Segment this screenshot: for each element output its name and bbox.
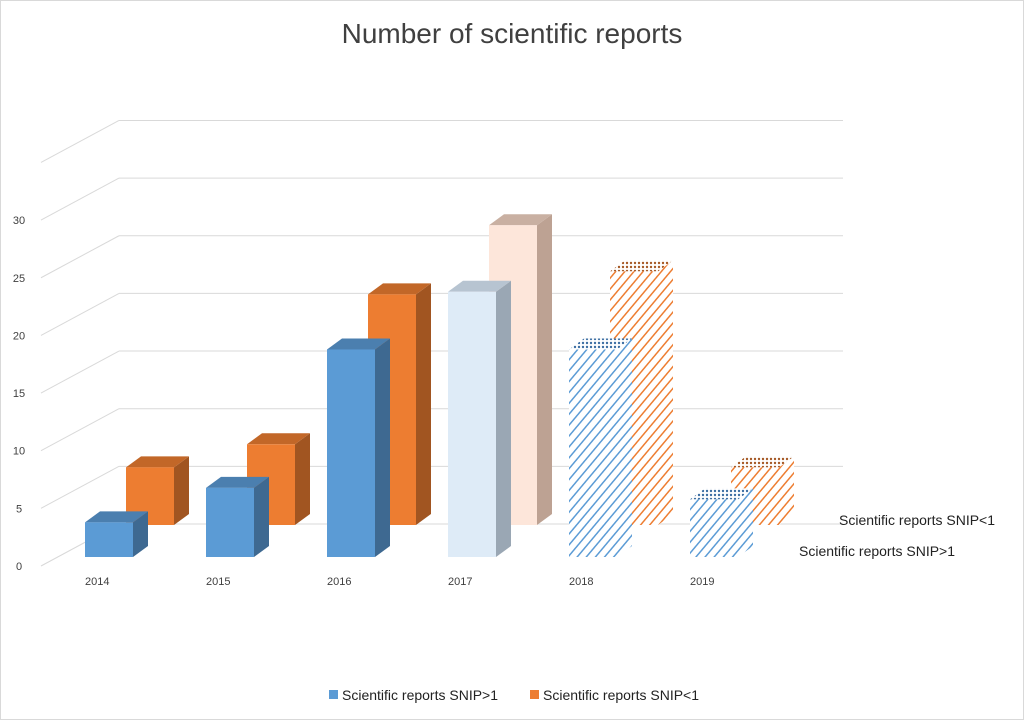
gridline-depth [40,408,120,452]
depth-label-series1: Scientific reports SNIP>1 [799,543,955,559]
legend-swatch-series2 [530,690,539,699]
y-tick-label: 15 [13,388,25,400]
bar-s1-2018 [569,338,632,557]
bar-s2-2015-top [247,433,310,445]
gridline-depth [40,292,120,336]
gridline-depth [40,350,120,394]
x-tick-label: 2014 [85,576,109,588]
gridline-depth [40,177,120,221]
bar-s2-2017-top [489,214,552,226]
bar-s2-2014-top [126,456,189,468]
y-tick-label: 10 [13,446,25,458]
bars [85,214,794,557]
legend-swatch-series1 [329,690,338,699]
bar-s1-2014-side [133,511,148,557]
bar-s1-2015-side [254,476,269,557]
gridline-depth [40,120,120,163]
bar-s2-2015-side [295,433,310,525]
bar-s1-2015-top [206,476,269,488]
x-tick-label: 2019 [690,576,714,588]
y-tick-label: 25 [13,273,25,285]
bar-s1-2017-side [496,280,511,557]
bar-s1-2019 [690,488,753,557]
x-axis-categories: 2014 2015 2016 2017 2018 2019 [85,576,714,588]
bar-s2-2016-top [368,283,431,295]
bar-s1-2014-front [85,522,133,557]
bar-s1-2018-top [569,338,632,350]
y-tick-label: 20 [13,330,25,342]
y-axis-ticks: 0 5 10 15 20 25 30 [13,215,25,573]
gridline-depth [40,465,120,509]
bar-s1-2016 [327,338,390,557]
x-tick-label: 2017 [448,576,472,588]
x-tick-label: 2016 [327,576,351,588]
bar-s2-2016-side [416,283,431,525]
bar-s2-2019-side [779,456,794,525]
bar-s2-2014-side [174,456,189,525]
bar-s1-2016-side [375,338,390,557]
bar-s1-2019-top [690,488,753,500]
bar-s1-2014 [85,511,148,557]
legend: Scientific reports SNIP>1 Scientific rep… [329,687,699,703]
bar-s1-2016-top [327,338,390,350]
bar-s1-2019-front [690,499,738,557]
bar-s1-2018-side [617,338,632,557]
gridline-depth [40,235,120,279]
bar-s1-2015-front [206,487,254,557]
bar-s2-2017-side [537,214,552,525]
bar-s1-2019-side [738,488,753,557]
y-tick-label: 0 [16,561,22,573]
depth-label-series2: Scientific reports SNIP<1 [839,512,995,528]
legend-label-series2: Scientific reports SNIP<1 [543,687,699,703]
bar-s1-2016-front [327,349,375,557]
bar-s1-2017-front [448,291,496,557]
chart-title: Number of scientific reports [342,18,683,49]
legend-label-series1: Scientific reports SNIP>1 [342,687,498,703]
bar-s1-2015 [206,476,269,557]
bar-s1-2017-top [448,280,511,292]
bar-s2-2018-side [658,260,673,525]
bar-s1-2018-front [569,349,617,557]
bar-s2-2018-top [610,260,673,272]
x-tick-label: 2015 [206,576,230,588]
bar-s1-2017 [448,280,511,557]
bar-s1-2014-top [85,511,148,523]
bar-s2-2019-top [731,456,794,468]
y-tick-label: 30 [13,215,25,227]
x-tick-label: 2018 [569,576,593,588]
y-tick-label: 5 [16,503,22,515]
